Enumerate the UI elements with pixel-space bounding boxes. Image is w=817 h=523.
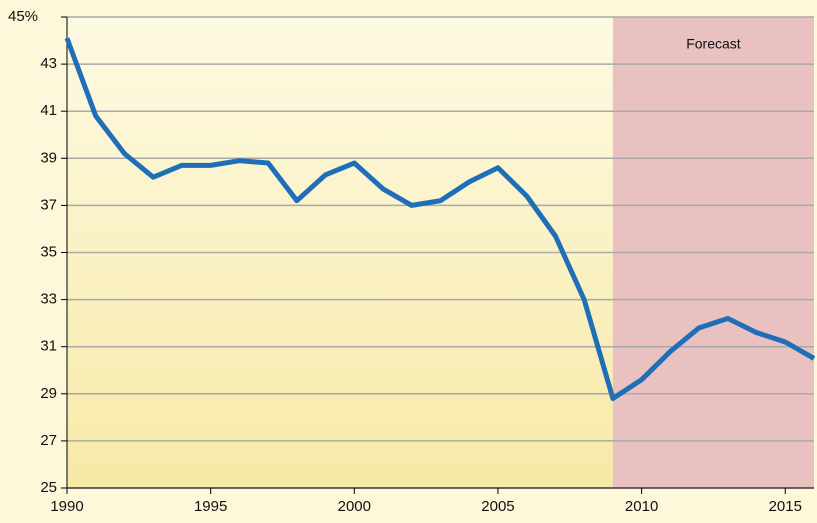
y-tick-label: 39 xyxy=(40,149,57,166)
data-line xyxy=(64,37,816,402)
x-tick-label: 2000 xyxy=(338,498,371,515)
y-tick-label: 43 xyxy=(40,55,57,72)
y-tick-label: 29 xyxy=(40,385,57,402)
forecast-label: Forecast xyxy=(686,36,741,52)
y-tick-label: 25 xyxy=(40,479,57,496)
y-tick-label: 31 xyxy=(40,338,57,355)
y-tick-label: 27 xyxy=(40,432,57,449)
x-tick-label: 1990 xyxy=(50,498,83,515)
y-tick-label: 35 xyxy=(40,243,57,260)
y-tick-label: 33 xyxy=(40,291,57,308)
x-tick-label: 1995 xyxy=(194,498,227,515)
x-tick-label: 2005 xyxy=(481,498,514,515)
x-tick-label: 2015 xyxy=(769,498,802,515)
y-tick-label: 41 xyxy=(40,102,57,119)
y-tick-label: 37 xyxy=(40,196,57,213)
y-tick-label: 45% xyxy=(8,8,38,25)
x-tick-label: 2010 xyxy=(625,498,658,515)
